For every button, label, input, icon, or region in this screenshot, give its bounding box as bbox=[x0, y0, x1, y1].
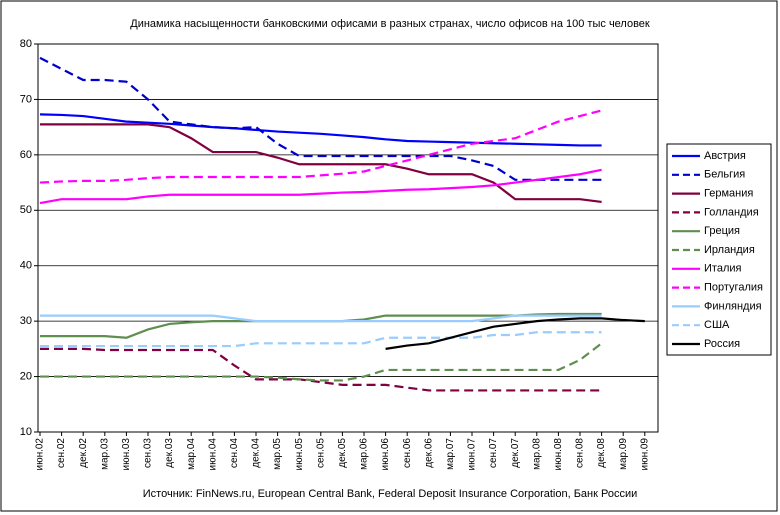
x-tick-label: июн.06 bbox=[380, 438, 391, 471]
source-note: Источник: FinNews.ru, European Central B… bbox=[143, 488, 637, 500]
series-line bbox=[40, 314, 602, 323]
x-tick-label: сен.03 bbox=[143, 438, 154, 468]
series-line bbox=[385, 317, 645, 350]
legend-label: Голландия bbox=[704, 206, 759, 218]
x-tick-label: мар.09 bbox=[618, 438, 629, 470]
y-tick-label: 70 bbox=[20, 93, 32, 105]
x-tick-label: июн.09 bbox=[639, 438, 650, 471]
y-tick-label: 20 bbox=[20, 370, 32, 382]
x-tick-label: сен.08 bbox=[575, 438, 586, 468]
series-line bbox=[40, 347, 602, 392]
y-tick-label: 30 bbox=[20, 315, 32, 327]
x-tick-label: сен.02 bbox=[56, 438, 67, 468]
chart-title: Динамика насыщенности банковскими офисам… bbox=[130, 18, 650, 30]
series-line bbox=[39, 56, 602, 181]
x-tick-label: мар.07 bbox=[445, 438, 456, 470]
legend-label: Австрия bbox=[704, 150, 746, 162]
x-tick-label: мар.03 bbox=[99, 438, 110, 470]
y-tick-label: 50 bbox=[20, 204, 32, 216]
x-tick-label: сен.05 bbox=[315, 438, 326, 468]
legend-label: Ирландия bbox=[704, 244, 755, 256]
x-tick-label: июн.08 bbox=[553, 438, 564, 471]
x-tick-label: дек.05 bbox=[337, 438, 348, 468]
x-tick-label: дек.07 bbox=[510, 438, 521, 468]
x-tick-label: дек.08 bbox=[596, 438, 607, 468]
y-tick-label: 60 bbox=[20, 149, 32, 161]
legend-label: Бельгия bbox=[704, 169, 745, 181]
x-tick-label: дек.04 bbox=[251, 438, 262, 468]
legend-label: Германия bbox=[704, 188, 753, 200]
legend-label: США bbox=[704, 319, 730, 331]
x-tick-label: июн.04 bbox=[207, 438, 218, 471]
y-tick-label: 40 bbox=[20, 260, 32, 272]
legend-label: Италия bbox=[704, 263, 742, 275]
x-tick-label: июн.03 bbox=[121, 438, 132, 471]
x-tick-label: июн.07 bbox=[467, 438, 478, 471]
legend-label: Греция bbox=[704, 225, 740, 237]
y-tick-label: 80 bbox=[20, 38, 32, 50]
x-tick-label: сен.06 bbox=[402, 438, 413, 468]
series-line bbox=[40, 123, 602, 204]
x-tick-label: мар.05 bbox=[272, 438, 283, 470]
x-tick-label: дек.02 bbox=[78, 438, 89, 468]
series-line bbox=[39, 113, 602, 147]
y-tick-label: 10 bbox=[20, 426, 32, 438]
series-line bbox=[39, 109, 602, 184]
legend-label: Финляндия bbox=[704, 300, 762, 312]
x-tick-label: сен.04 bbox=[229, 438, 240, 468]
x-tick-label: мар.04 bbox=[186, 438, 197, 470]
x-tick-label: июн.05 bbox=[294, 438, 305, 471]
series-line bbox=[39, 168, 602, 205]
x-tick-label: дек.06 bbox=[423, 438, 434, 468]
legend-label: Россия bbox=[704, 338, 740, 350]
series-line bbox=[40, 331, 602, 348]
x-tick-label: сен.07 bbox=[488, 438, 499, 468]
legend-label: Португалия bbox=[704, 282, 763, 294]
x-tick-label: июн.02 bbox=[35, 438, 46, 471]
series-line bbox=[40, 342, 603, 382]
x-tick-label: дек.03 bbox=[164, 438, 175, 468]
x-tick-label: мар.08 bbox=[531, 438, 542, 470]
x-tick-label: мар.06 bbox=[359, 438, 370, 470]
